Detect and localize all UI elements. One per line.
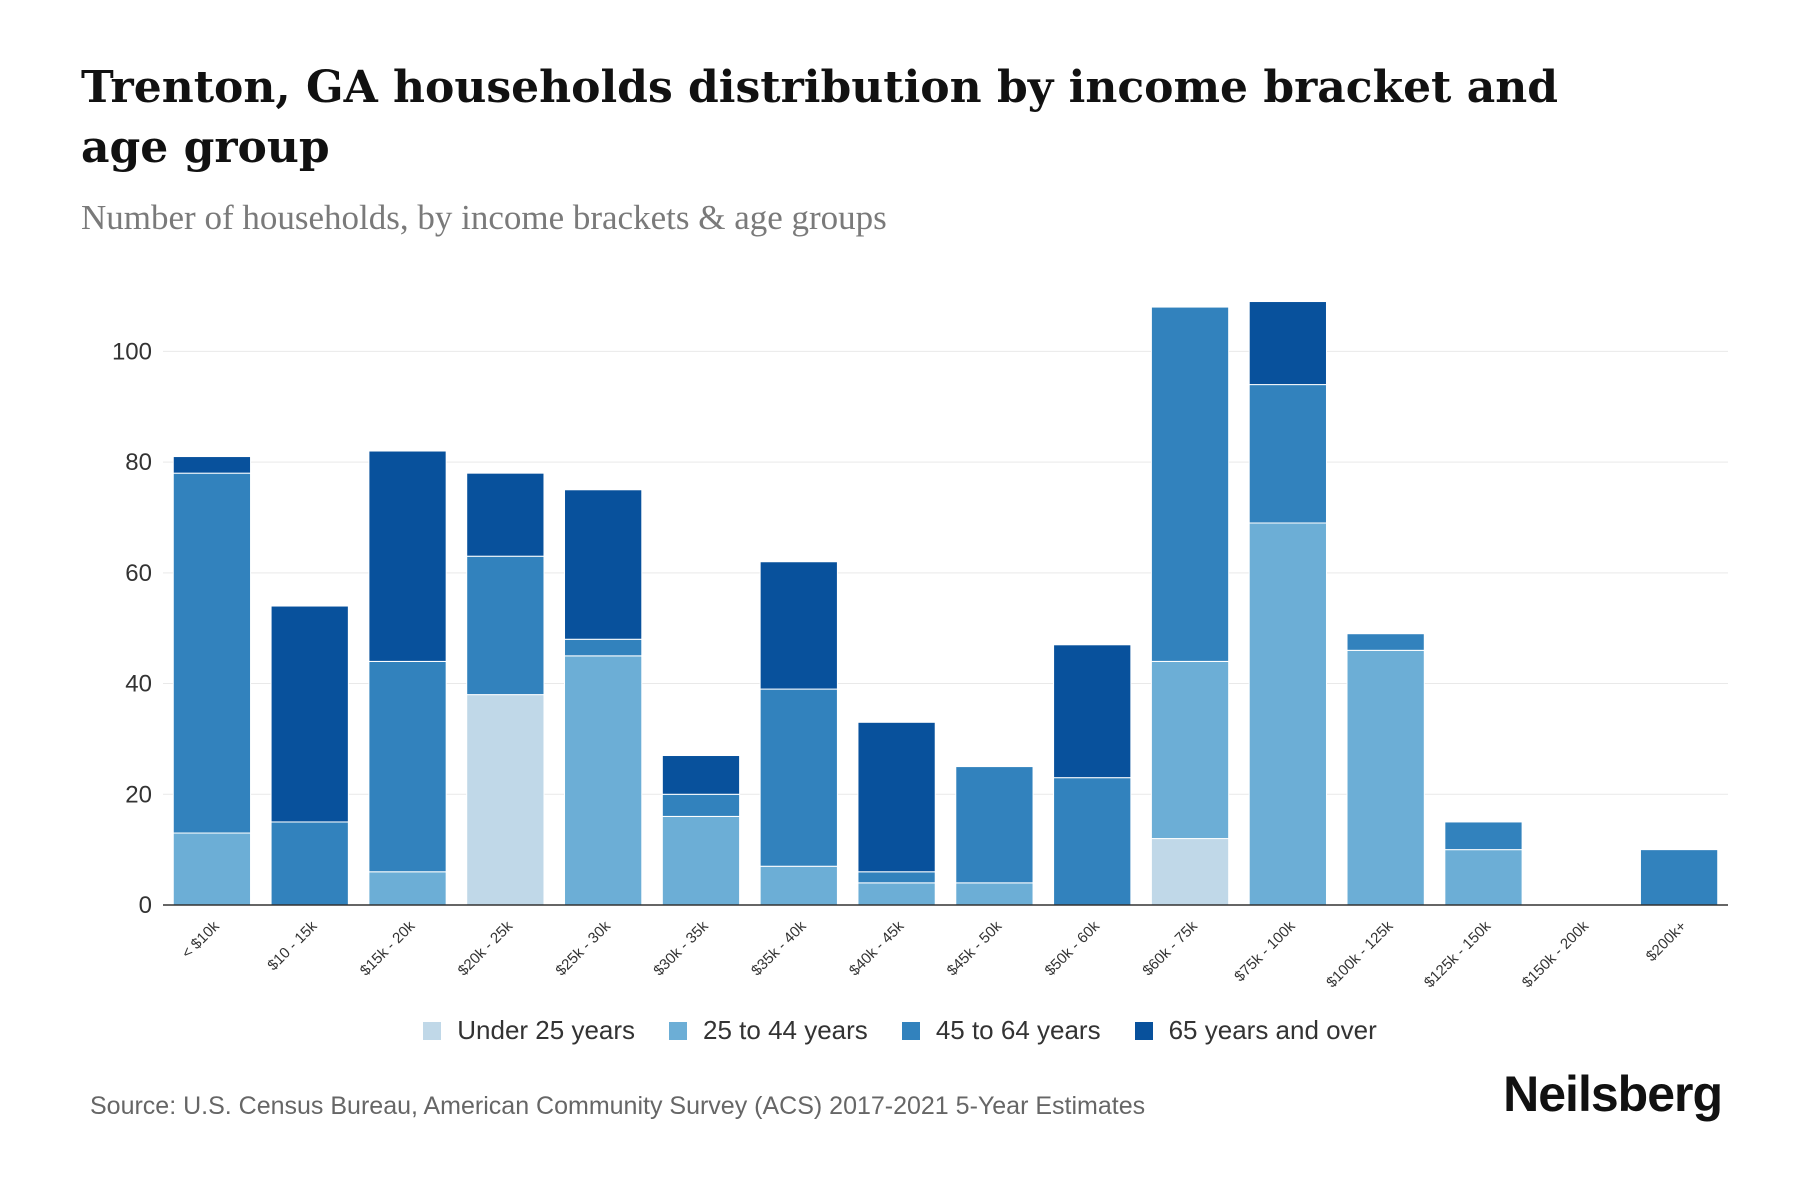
- bar-segment: [1248, 384, 1327, 524]
- x-tick-label: $35k - 40k: [748, 917, 810, 979]
- x-tick-label: < $10k: [179, 917, 224, 962]
- legend-label: 25 to 44 years: [703, 1015, 868, 1045]
- bar-segment: [466, 472, 545, 557]
- bar-segment: [1444, 849, 1523, 906]
- bar-segment: [857, 721, 936, 873]
- x-tick-label: $150k - 200k: [1519, 917, 1593, 991]
- bar-segment: [1444, 821, 1523, 851]
- bar-segment: [466, 555, 545, 696]
- bar-segment: [661, 815, 741, 906]
- legend-item: 65 years and over: [1134, 1015, 1377, 1046]
- x-tick-label: $45k - 50k: [944, 917, 1006, 979]
- y-tick-label: 60: [125, 560, 152, 587]
- bar-segment: [1053, 777, 1132, 906]
- x-tick-label: $25k - 30k: [552, 917, 614, 979]
- legend-swatch: [423, 1021, 442, 1040]
- chart-subtitle: Number of households, by income brackets…: [81, 198, 887, 237]
- legend-swatch: [1134, 1021, 1153, 1040]
- brand-logo: Neilsberg: [1503, 1066, 1723, 1122]
- bar-segment: [1150, 306, 1230, 662]
- x-tick-label: $100k - 125k: [1323, 917, 1397, 991]
- bar-segment: [172, 472, 252, 834]
- bar-segment: [1150, 838, 1230, 906]
- bar-segment: [1053, 644, 1132, 779]
- bar-segment: [1248, 522, 1327, 906]
- bar-segment: [857, 882, 936, 906]
- legend: Under 25 years 25 to 44 years 45 to 64 yea…: [0, 1015, 1800, 1046]
- bar-segment: [1346, 633, 1425, 651]
- bar-segment: [1346, 649, 1425, 906]
- bar-segment: [955, 766, 1034, 884]
- x-tick-label: $200k+: [1643, 918, 1690, 965]
- bar-segment: [759, 688, 838, 867]
- bar-segment: [661, 793, 741, 817]
- bar-segment: [955, 882, 1034, 906]
- legend-label: Under 25 years: [457, 1015, 636, 1045]
- legend-swatch: [901, 1021, 920, 1040]
- bar-segment: [368, 871, 447, 906]
- y-tick-label: 40: [125, 671, 152, 698]
- x-tick-label: $30k - 35k: [650, 917, 712, 979]
- x-tick-label: $40k - 45k: [846, 917, 908, 979]
- bar-segment: [368, 450, 447, 662]
- bar-segment: [466, 694, 545, 906]
- bar-segment: [759, 865, 838, 906]
- bar-segment: [1639, 849, 1719, 906]
- bar-segment: [270, 605, 349, 823]
- x-tick-label: $75k - 100k: [1231, 917, 1299, 985]
- x-tick-label: $10 - 15k: [264, 917, 321, 974]
- y-tick-label: 0: [139, 892, 152, 919]
- bar-segment: [172, 456, 252, 474]
- bar-segment: [172, 832, 252, 906]
- x-tick-label: $60k - 75k: [1139, 917, 1201, 979]
- bar-segment: [759, 561, 838, 690]
- y-tick-label: 100: [112, 338, 152, 365]
- legend-item: 45 to 64 years: [901, 1015, 1101, 1046]
- bar-segment: [857, 871, 936, 884]
- y-tick-label: 80: [125, 449, 152, 476]
- legend-label: 45 to 64 years: [935, 1015, 1101, 1045]
- chart-title: Trenton, GA households distribution by i…: [81, 62, 1558, 173]
- x-tick-label: $15k - 20k: [357, 917, 419, 979]
- bar-segment: [368, 660, 447, 873]
- bars: [172, 301, 1719, 906]
- x-tick-label: $50k - 60k: [1041, 917, 1103, 979]
- x-tick-label: $125k - 150k: [1421, 917, 1495, 991]
- bar-segment: [564, 489, 643, 640]
- legend-item: Under 25 years: [423, 1015, 635, 1046]
- x-tick-label: $20k - 25k: [455, 917, 517, 979]
- source-note: Source: U.S. Census Bureau, American Com…: [90, 1092, 1146, 1120]
- legend-item: 25 to 44 years: [669, 1015, 868, 1046]
- legend-label: 65 years and over: [1168, 1015, 1377, 1045]
- bar-segment: [1248, 301, 1327, 386]
- legend-swatch: [669, 1021, 688, 1040]
- bar-segment: [564, 655, 643, 906]
- bar-segment: [661, 755, 741, 795]
- bar-segment: [270, 821, 349, 906]
- bar-segment: [564, 638, 643, 657]
- bar-segment: [1150, 660, 1230, 840]
- y-tick-label: 20: [125, 781, 152, 808]
